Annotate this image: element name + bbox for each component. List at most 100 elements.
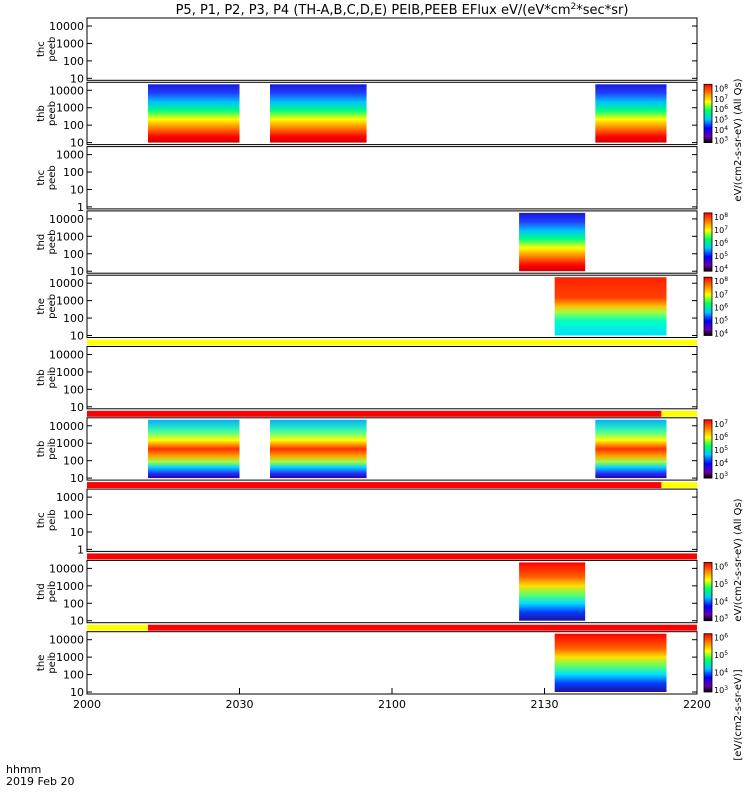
status-bar-segment	[87, 624, 148, 631]
spectrogram-block	[519, 212, 586, 272]
y-tick-label: 1000	[56, 149, 84, 162]
colorbar-tick-label: 103	[714, 614, 728, 624]
y-tick-label: 100	[63, 248, 84, 261]
panel-frame	[86, 488, 698, 552]
x-tick-label: 2200	[683, 698, 711, 711]
panel: 10000 1000 100 10 thcpeeb	[36, 17, 698, 85]
y-tick-label: 10	[70, 183, 84, 196]
status-bar-segment	[661, 482, 697, 489]
colorbar	[703, 419, 713, 479]
y-tick-label: 100	[63, 669, 84, 682]
y-tick-label: 10000	[49, 562, 84, 575]
panel-label: thepeeb	[36, 294, 58, 319]
panel-frame	[86, 17, 698, 81]
colorbar	[703, 83, 713, 144]
colorbar-tick-label: 103	[714, 136, 728, 146]
colorbar-tick-label: 105	[714, 445, 728, 455]
y-tick-label: 100	[63, 119, 84, 132]
colorbar-tick-label: 103	[714, 471, 728, 481]
y-tick-label: 10000	[49, 349, 84, 362]
time-axis: 2000 2030 2100 2130 2200	[73, 688, 711, 711]
colorbar-tick-label: 108	[714, 212, 728, 222]
panels: 10000 1000 100 10 thcpeeb 10000 1000 100 10 thbpe…	[36, 17, 744, 761]
y-tick-label: 10000	[49, 213, 84, 226]
colorbar-tick-label: 107	[714, 225, 728, 235]
spectrogram-block	[595, 419, 667, 479]
spectrogram-block	[519, 562, 586, 621]
y-tick-label: 10	[70, 472, 84, 485]
y-tick-label: 100	[63, 455, 84, 468]
y-tick-label: 10	[70, 265, 84, 278]
panel: 10000 1000 100 10 thepeeb 108 107 106 105 104	[36, 274, 728, 343]
panel: 10000 1000 100 10 thbpeib 107 106 105 104 103	[36, 417, 728, 485]
colorbar-tick-label: 104	[714, 458, 728, 468]
colorbar-tick-label: 105	[714, 650, 728, 660]
panel-frame	[86, 346, 698, 410]
panel: 10000 1000 100 10 thbpeib	[36, 346, 698, 414]
colorbar-tick-label: 108	[714, 83, 728, 93]
time-format-label: hhmm	[6, 763, 41, 776]
status-bars	[87, 339, 697, 631]
colorbar	[703, 633, 713, 693]
colorbar-tick-label: 107	[714, 94, 728, 104]
y-tick-label: 100	[63, 55, 84, 68]
colorbar-unit-label: eV/(cm2-s-sr-eV) (All Qs)	[733, 498, 744, 621]
chart-title: P5, P1, P2, P3, P4 (TH-A,B,C,D,E) PEIB,P…	[176, 2, 629, 18]
y-tick-label: 1000	[56, 651, 84, 664]
panel-label: thcpeeb	[36, 165, 58, 190]
colorbar-tick-label: 106	[714, 302, 728, 312]
y-tick-label: 10000	[49, 420, 84, 433]
y-tick-label: 1000	[56, 491, 84, 504]
colorbar-unit-label: eV/(cm2-s-sr-eV) (All Qs)	[733, 78, 744, 201]
y-tick-label: 1000	[56, 295, 84, 308]
colorbar	[703, 212, 713, 272]
spectrogram-block	[270, 419, 367, 479]
panel: 10000 1000 100 10 thepeib 106 105 104 103	[36, 631, 728, 699]
y-tick-label: 10	[70, 330, 84, 343]
panel-label: thbpeib	[36, 367, 58, 389]
panel-label: thdpeib	[36, 581, 58, 603]
status-bar-segment	[87, 482, 662, 489]
colorbar-tick-label: 106	[714, 633, 728, 643]
panel-frame	[86, 146, 698, 210]
y-tick-label: 10000	[49, 20, 84, 33]
colorbar-tick-label: 104	[714, 264, 728, 274]
colorbar-tick-label: 104	[714, 668, 728, 678]
colorbar-tick-label: 105	[714, 579, 728, 589]
panel: 10000 1000 100 10 thdpeeb 108 107 106 105 104	[36, 210, 728, 278]
y-tick-label: 1000	[56, 366, 84, 379]
colorbar-tick-label: 106	[714, 432, 728, 442]
y-tick-label: 1	[77, 543, 84, 556]
panel-label: thdpeeb	[36, 230, 58, 255]
colorbar-tick-label: 108	[714, 276, 728, 286]
spectrogram-block	[595, 84, 667, 143]
y-tick-label: 10000	[49, 634, 84, 647]
spectrogram-block	[270, 84, 367, 143]
spectrogram-block	[554, 277, 667, 336]
colorbar-tick-label: 107	[714, 289, 728, 299]
date-label: 2019 Feb 20	[6, 775, 74, 788]
spectrogram-block	[554, 633, 667, 692]
y-tick-label: 10000	[49, 277, 84, 290]
y-tick-label: 100	[63, 509, 84, 522]
y-tick-label: 1000	[56, 230, 84, 243]
y-tick-label: 1000	[56, 580, 84, 593]
spectrogram-block	[148, 84, 240, 143]
panel-label: thcpeeb	[36, 37, 58, 62]
y-tick-label: 1000	[56, 37, 84, 50]
status-bar-segment	[661, 410, 697, 417]
panel-label: thbpeeb	[36, 101, 58, 126]
colorbar-tick-label: 105	[714, 251, 728, 261]
colorbar	[703, 276, 713, 336]
y-tick-label: 100	[63, 166, 84, 179]
panel-label: thbpeib	[36, 438, 58, 460]
colorbar	[703, 562, 713, 622]
x-tick-label: 2000	[73, 698, 101, 711]
colorbar-tick-label: 106	[714, 238, 728, 248]
colorbar-tick-label: 105	[714, 115, 728, 125]
y-tick-label: 10	[70, 615, 84, 628]
panel: 1000 100 10 1 thcpeeb	[36, 146, 698, 214]
y-tick-label: 1000	[56, 102, 84, 115]
